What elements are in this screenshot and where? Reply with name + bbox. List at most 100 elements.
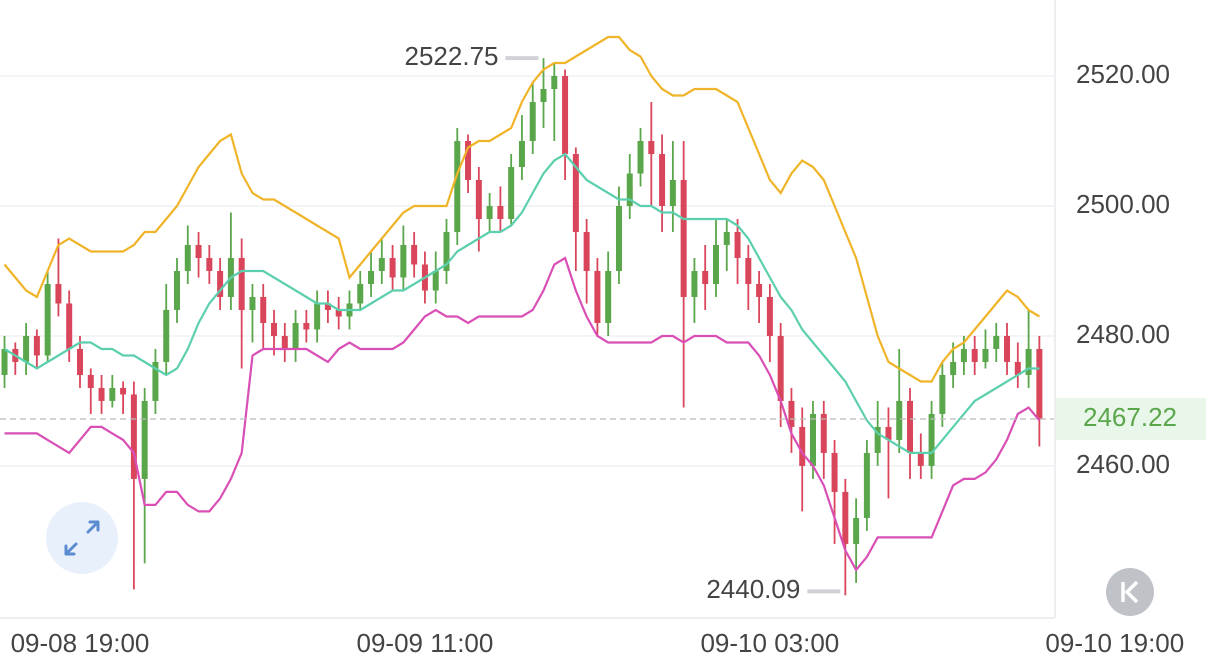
candle-body	[702, 270, 709, 284]
candle-body	[691, 270, 698, 297]
candle-body	[23, 335, 30, 362]
x-tick-label: 09-08 19:00	[11, 628, 150, 658]
candle-body	[206, 257, 213, 271]
expand-button[interactable]	[46, 502, 118, 574]
candle-body	[368, 270, 375, 284]
candle-body	[260, 296, 267, 323]
candle-body	[163, 309, 170, 362]
candle-body	[141, 400, 148, 479]
candle-body	[842, 491, 849, 544]
candle-body	[465, 141, 472, 181]
band-line	[3, 152, 1040, 454]
candle-body	[1, 348, 8, 375]
candle-body	[44, 283, 51, 356]
candle-body	[917, 452, 924, 466]
candle-body	[130, 394, 137, 479]
candle-body	[648, 141, 655, 155]
candle-body	[982, 348, 989, 362]
candle-body	[594, 270, 601, 323]
candle-body	[378, 257, 385, 271]
last-price-tag	[1056, 398, 1206, 441]
back-button[interactable]	[1106, 568, 1154, 616]
candle-body	[98, 387, 105, 401]
candle-body	[809, 413, 816, 466]
candle-body	[33, 335, 40, 356]
candle-body	[928, 413, 935, 466]
candle-body	[475, 180, 482, 219]
band-line	[4, 256, 1041, 572]
plot	[0, 35, 1055, 596]
candle-body	[766, 296, 773, 336]
candle-body	[723, 231, 730, 245]
candle-body	[615, 206, 622, 271]
candle-body	[626, 173, 633, 206]
candle-body	[907, 400, 914, 453]
x-tick-label: 09-09 11:00	[357, 628, 494, 658]
y-tick-label: 2520.00	[1076, 59, 1170, 89]
candle-body	[1014, 361, 1021, 375]
candle-body	[540, 89, 547, 103]
candle-body	[971, 348, 978, 362]
expand-icon	[64, 520, 100, 556]
extreme-label: 2440.09	[706, 574, 800, 604]
candle-body	[799, 426, 806, 466]
candle-body	[314, 303, 321, 330]
candle-body	[734, 231, 741, 258]
candle-body	[174, 270, 181, 310]
candle-body	[249, 296, 256, 310]
extreme-label: 2522.75	[405, 41, 499, 71]
candle-body	[669, 180, 676, 206]
candle-body	[863, 452, 870, 518]
x-tick-label: 09-10 19:00	[1045, 628, 1184, 658]
candle-body	[680, 180, 687, 297]
candle-body	[562, 76, 569, 155]
candle-body	[745, 257, 752, 284]
candle-body	[518, 141, 525, 168]
candle-body	[960, 348, 967, 362]
candle-body	[324, 303, 331, 310]
candle-body	[993, 335, 1000, 349]
candle-body	[637, 141, 644, 174]
candle-body	[120, 387, 127, 395]
candle-body	[605, 270, 612, 323]
candle-body	[874, 426, 881, 453]
candle-body	[756, 283, 763, 297]
candle-body	[357, 283, 364, 304]
candle-body	[820, 413, 827, 453]
candle-body	[853, 517, 860, 544]
candle-body	[831, 452, 838, 492]
candle-body	[400, 244, 407, 278]
candle-body	[389, 257, 396, 278]
candle-body	[777, 335, 784, 401]
y-tick-label: 2480.00	[1076, 319, 1170, 349]
candle-body	[551, 76, 558, 90]
candle-body	[271, 322, 278, 336]
expand-button-bg	[46, 502, 118, 574]
x-tick-label: 09-10 03:00	[700, 628, 839, 658]
candle-body	[184, 244, 191, 271]
back-icon	[1121, 580, 1139, 604]
candle-body	[76, 348, 83, 375]
candle-body	[238, 257, 245, 310]
candle-body	[572, 154, 579, 232]
candle-body	[1004, 335, 1011, 362]
candle-body	[712, 244, 719, 284]
candle-body	[659, 154, 666, 206]
last-price-label: 2467.22	[1083, 402, 1177, 432]
candle-body	[411, 244, 418, 265]
candle-body	[195, 244, 202, 258]
candle-body	[486, 206, 493, 219]
band-line	[3, 35, 1040, 383]
candle-body	[454, 141, 461, 232]
candle-body	[303, 322, 310, 330]
candle-body	[109, 387, 116, 401]
candle-body	[66, 303, 73, 349]
candle-body	[281, 335, 288, 349]
candle-body	[497, 206, 504, 219]
candle-body	[896, 400, 903, 440]
y-tick-label: 2460.00	[1076, 449, 1170, 479]
candle-body	[87, 374, 94, 388]
candle-body	[583, 231, 590, 271]
